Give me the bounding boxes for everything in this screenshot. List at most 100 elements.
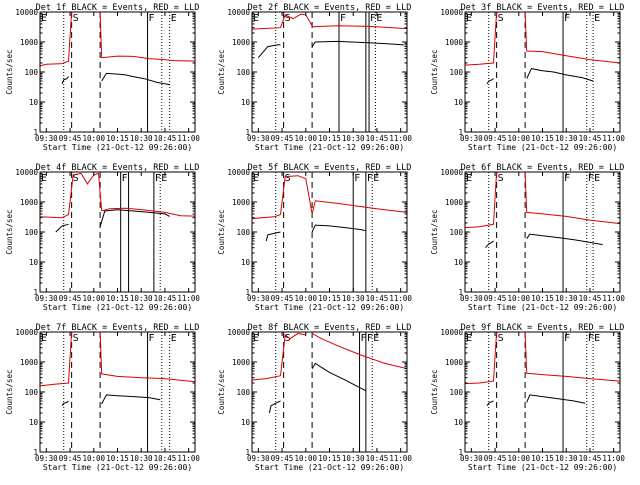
y-tick-label: 100 — [449, 388, 463, 397]
event-marker-label: E — [253, 333, 259, 344]
lld-series-line — [101, 207, 195, 217]
x-tick-label: 10:30 — [555, 294, 578, 303]
x-tick-label: 10:15 — [531, 294, 554, 303]
x-tick-label: 10:15 — [106, 294, 129, 303]
y-tick-label: 10000 — [227, 8, 250, 17]
event-marker-label: F — [564, 13, 570, 24]
x-axis-label: Start Time (21-Oct-12 09:26:00) — [468, 143, 617, 152]
y-tick-label: 10 — [241, 418, 251, 427]
lld-series-line — [524, 172, 620, 225]
x-tick-label: 10:45 — [579, 454, 602, 463]
panel-title: Det 9f BLACK = Events, RED = LLD — [461, 323, 625, 333]
event-marker-label: E — [466, 173, 472, 184]
events-series-line — [486, 400, 494, 406]
y-tick-label: 100 — [449, 68, 463, 77]
lld-series-line — [311, 332, 407, 370]
panel-title: Det 3f BLACK = Events, RED = LLD — [461, 3, 625, 13]
x-tick-label: 10:45 — [579, 294, 602, 303]
y-axis-label: Counts/sec — [430, 209, 439, 254]
x-tick-label: 11:00 — [177, 134, 200, 143]
x-tick-label: 10:45 — [366, 134, 389, 143]
x-tick-label: 09:45 — [271, 134, 294, 143]
y-tick-label: 10000 — [15, 328, 38, 337]
event-marker-label: E — [466, 13, 472, 24]
events-series-line — [311, 362, 367, 392]
lld-series-line — [311, 200, 407, 215]
x-tick-label: 09:30 — [35, 294, 58, 303]
series-group — [465, 172, 620, 249]
y-tick-label: 10000 — [440, 8, 463, 17]
x-tick-label: 11:00 — [177, 454, 200, 463]
event-marker-label: E — [594, 13, 600, 24]
x-tick-label: 11:00 — [177, 294, 200, 303]
y-tick-label: 1 — [458, 448, 463, 457]
events-series-line — [311, 40, 404, 47]
x-tick-label: 10:15 — [106, 454, 129, 463]
events-series-line — [486, 78, 494, 85]
event-marker-label: S — [73, 333, 79, 344]
x-tick-label: 10:00 — [507, 454, 530, 463]
series-group — [465, 12, 620, 85]
y-tick-label: 1000 — [232, 198, 251, 207]
event-marker-label: S — [498, 173, 504, 184]
y-tick-label: 10000 — [227, 328, 250, 337]
event-marker-label: F — [588, 173, 594, 184]
event-marker-label: E — [171, 13, 177, 24]
event-marker-label: F — [122, 173, 128, 184]
lld-series-line — [252, 332, 306, 381]
x-tick-label: 10:30 — [555, 454, 578, 463]
events-series-line — [61, 76, 69, 85]
x-tick-label: 09:30 — [35, 134, 58, 143]
y-tick-label: 100 — [236, 228, 250, 237]
event-marker-label: E — [253, 13, 259, 24]
x-tick-label: 10:30 — [130, 134, 153, 143]
series-group — [40, 12, 195, 86]
x-tick-label: 10:00 — [294, 134, 317, 143]
event-marker-label: E — [161, 173, 167, 184]
y-tick-label: 10 — [241, 258, 251, 267]
y-tick-label: 1 — [33, 128, 38, 137]
lld-series-line — [465, 12, 498, 66]
y-axis-label: Counts/sec — [5, 49, 14, 94]
event-marker-label: E — [171, 333, 177, 344]
lld-series-line — [465, 172, 498, 229]
y-tick-label: 1000 — [20, 198, 39, 207]
series-group — [252, 13, 407, 59]
events-series-line — [55, 223, 69, 233]
lld-series-line — [99, 12, 195, 62]
x-tick-label: 09:45 — [271, 294, 294, 303]
event-marker-label: F — [340, 13, 346, 24]
y-tick-label: 1 — [33, 288, 38, 297]
lld-series-line — [99, 332, 195, 383]
x-tick-label: 09:30 — [247, 294, 270, 303]
x-tick-label: 09:45 — [59, 454, 82, 463]
x-axis-label: Start Time (21-Oct-12 09:26:00) — [255, 143, 404, 152]
event-marker-label: F — [155, 173, 161, 184]
events-series-line — [99, 209, 170, 227]
panel-title: Det 2f BLACK = Events, RED = LLD — [248, 3, 412, 13]
y-tick-label: 10 — [29, 418, 39, 427]
y-tick-label: 100 — [24, 228, 38, 237]
lld-series-line — [40, 332, 73, 387]
event-marker-label: E — [41, 13, 47, 24]
y-tick-label: 1 — [245, 128, 250, 137]
events-series-line — [311, 224, 367, 233]
x-tick-label: 10:00 — [82, 294, 105, 303]
lld-series-line — [40, 12, 73, 67]
events-series-line — [526, 394, 586, 404]
x-axis-label: Start Time (21-Oct-12 09:26:00) — [468, 303, 617, 312]
event-marker-label: E — [41, 333, 47, 344]
event-marker-label: E — [373, 173, 379, 184]
y-tick-label: 100 — [449, 228, 463, 237]
x-tick-label: 09:45 — [484, 134, 507, 143]
event-marker-label: F — [149, 333, 155, 344]
x-tick-label: 10:15 — [318, 294, 341, 303]
event-marker-label: E — [594, 173, 600, 184]
event-marker-label: S — [73, 173, 79, 184]
x-axis-label: Start Time (21-Oct-12 09:26:00) — [255, 463, 404, 472]
